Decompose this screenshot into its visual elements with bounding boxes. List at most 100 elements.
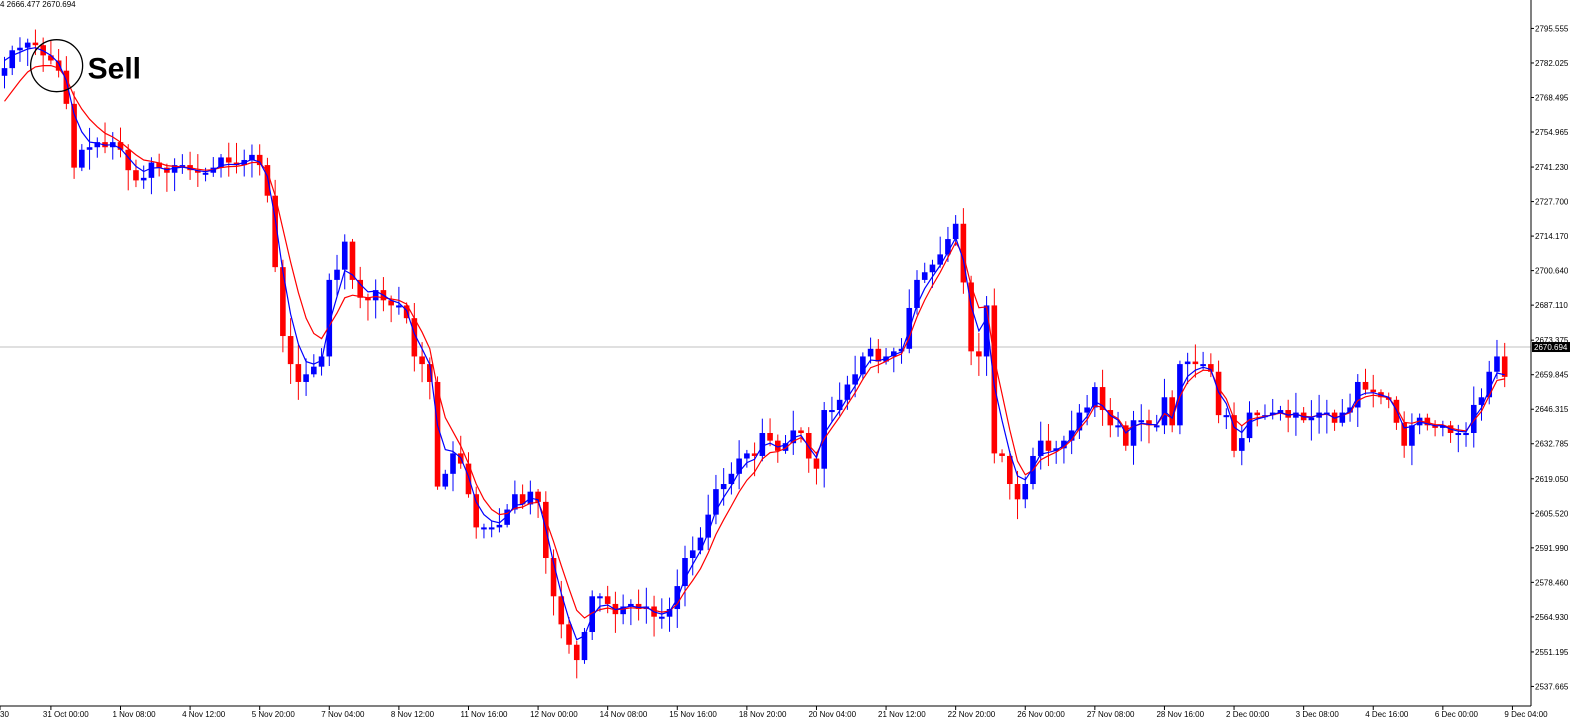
y-tick-label-9: 2673.375 <box>1535 336 1569 345</box>
candle-83 <box>643 587 650 624</box>
y-tick-label-6: 2714.170 <box>1535 232 1569 241</box>
candle-body-65 <box>504 509 510 525</box>
candle-3 <box>24 38 31 66</box>
x-tick-label-18: 2 Dec 00:00 <box>1226 710 1270 717</box>
candle-body-193 <box>1494 356 1500 372</box>
x-tick-label-14: 22 Nov 20:00 <box>948 710 996 717</box>
candle-164 <box>1269 398 1276 420</box>
candle-92 <box>713 474 719 525</box>
candle-body-119 <box>921 272 928 280</box>
candle-142 <box>1099 369 1106 426</box>
x-tick-label-22: 9 Dec 04:00 <box>1504 710 1548 717</box>
candle-139 <box>1076 404 1083 439</box>
x-tick-label-2: 1 Nov 08:00 <box>112 710 156 717</box>
candle-body-115 <box>890 351 897 357</box>
candle-135 <box>1045 423 1052 467</box>
candle-115 <box>890 347 897 373</box>
ohlc-readout: 4 2666.477 2670.694 <box>0 0 76 9</box>
candle-153 <box>1184 352 1191 385</box>
candle-body-17 <box>133 170 139 181</box>
candle-137 <box>1061 435 1067 464</box>
candle-body-94 <box>728 473 735 485</box>
candle-body-80 <box>620 606 626 615</box>
candle-171 <box>1324 399 1330 434</box>
x-tick-label-3: 4 Nov 12:00 <box>182 710 226 717</box>
candle-45 <box>349 238 356 289</box>
candle-6 <box>48 41 54 65</box>
candle-body-177 <box>1370 389 1377 393</box>
candle-body-25 <box>195 170 201 173</box>
candle-48 <box>372 279 379 319</box>
candle-body-128 <box>991 305 998 454</box>
sell-annotation-circle <box>29 39 84 93</box>
candle-body-191 <box>1478 397 1485 405</box>
candle-33 <box>256 144 263 176</box>
candle-81 <box>628 599 634 626</box>
candle-body-100 <box>775 440 781 451</box>
candle-body-55 <box>427 364 433 382</box>
candle-39 <box>303 358 309 396</box>
candle-body-32 <box>249 154 255 160</box>
candle-100 <box>775 434 781 463</box>
candle-body-129 <box>999 453 1005 456</box>
candle-body-72 <box>558 596 565 625</box>
candle-46 <box>357 266 364 309</box>
candle-body-28 <box>218 157 224 168</box>
candle-body-156 <box>1208 364 1214 372</box>
candle-body-3 <box>24 42 31 48</box>
y-tick-label-10: 2659.845 <box>1535 371 1569 380</box>
x-tick-label-10: 15 Nov 16:00 <box>669 710 717 717</box>
candle-body-151 <box>1169 397 1175 426</box>
x-tick-label-11: 18 Nov 20:00 <box>739 710 787 717</box>
candle-body-35 <box>272 195 278 268</box>
candle-96 <box>744 449 750 468</box>
candle-body-61 <box>473 494 480 528</box>
candle-body-56 <box>434 381 441 487</box>
candle-body-153 <box>1184 361 1191 365</box>
y-tick-label-16: 2578.460 <box>1535 578 1569 587</box>
candle-body-48 <box>372 290 379 301</box>
candle-body-173 <box>1339 412 1346 423</box>
candle-134 <box>1037 421 1044 470</box>
candle-98 <box>759 418 766 462</box>
candle-body-130 <box>1006 455 1013 485</box>
candle-183 <box>1416 413 1423 435</box>
candle-body-161 <box>1246 412 1253 439</box>
candle-body-37 <box>287 336 294 365</box>
candle-body-26 <box>202 172 209 175</box>
x-tick-label-12: 20 Nov 04:00 <box>808 710 856 717</box>
candle-body-40 <box>311 366 317 375</box>
candle-body-136 <box>1053 448 1059 451</box>
candle-body-33 <box>256 154 263 166</box>
candle-body-38 <box>295 364 302 382</box>
candle-110 <box>852 355 858 398</box>
candle-body-54 <box>419 356 425 365</box>
candle-body-81 <box>628 603 634 607</box>
candle-body-16 <box>125 149 132 171</box>
x-tick-label-20: 4 Dec 16:00 <box>1365 710 1409 717</box>
candle-95 <box>736 440 742 490</box>
candle-42 <box>326 273 333 367</box>
candle-140 <box>1084 394 1090 426</box>
candle-body-127 <box>983 305 990 357</box>
candle-74 <box>573 640 580 679</box>
candle-body-51 <box>396 305 402 308</box>
y-tick-label-3: 2754.965 <box>1535 128 1569 137</box>
candle-22 <box>171 158 178 192</box>
candle-body-29 <box>225 157 232 163</box>
candle-161 <box>1246 401 1253 443</box>
candle-93 <box>720 468 727 506</box>
candle-body-145 <box>1122 425 1129 446</box>
candle-144 <box>1115 411 1121 437</box>
candle-body-182 <box>1409 425 1415 446</box>
candle-177 <box>1370 374 1377 408</box>
candle-113 <box>875 339 882 374</box>
x-tick-label-6: 8 Nov 12:00 <box>391 710 435 717</box>
candle-132 <box>1022 476 1029 509</box>
candle-body-165 <box>1277 410 1284 413</box>
candle-body-155 <box>1200 364 1206 367</box>
candle-body-2 <box>17 47 23 51</box>
candle-57 <box>442 469 449 490</box>
